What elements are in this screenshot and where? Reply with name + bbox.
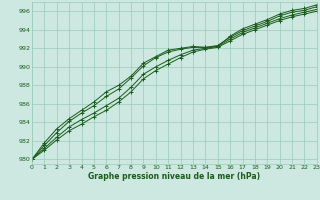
X-axis label: Graphe pression niveau de la mer (hPa): Graphe pression niveau de la mer (hPa) <box>88 172 260 181</box>
